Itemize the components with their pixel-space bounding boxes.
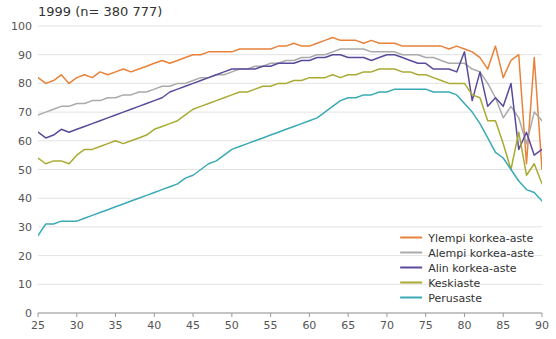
tick-mark [425,313,426,317]
legend-swatch [400,267,422,269]
tick-mark [503,313,504,317]
chart: 0102030405060708090100253035404550556065… [0,0,556,339]
series-line [38,52,542,155]
legend-label: Perusaste [428,292,482,305]
tick-label: 70 [380,319,394,332]
x-axis: 25 30 35 40 45 50 55 60 65 70 75 80 85 90 [31,313,549,332]
tick-mark [193,313,194,317]
tick-mark [154,313,155,317]
tick-label: 90 [18,49,32,62]
legend-label: Keskiaste [428,277,480,290]
tick-mark [386,313,387,317]
tick-mark [348,313,349,317]
grid-line [38,26,542,27]
series-line [38,69,542,184]
grid-line [38,226,542,227]
tick-label: 20 [18,250,32,263]
tick-label: 40 [18,192,32,205]
title: 1999 (n= 380 777) [38,4,162,19]
legend-swatch [400,237,422,239]
tick-label: 75 [419,319,433,332]
series-line [38,37,542,169]
legend: Ylempi korkea-aste Alempi korkea-aste Alin… [400,232,534,305]
legend-swatch [400,252,422,254]
tick-label: 65 [341,319,355,332]
tick-mark [309,313,310,317]
plot-area [38,37,542,235]
tick-label: 55 [264,319,278,332]
grid-line [38,54,542,55]
tick-mark [231,313,232,317]
tick-label: 25 [31,319,45,332]
tick-label: 35 [109,319,123,332]
legend-label: Alin korkea-aste [428,262,517,275]
tick-mark [542,313,543,317]
y-axis: 0102030405060708090100 [11,20,542,320]
grid-line [38,198,542,199]
grid-line [38,112,542,113]
tick-label: 100 [11,20,32,33]
tick-label: 85 [496,319,510,332]
tick-label: 80 [457,319,471,332]
legend-swatch [400,297,422,299]
legend-label: Alempi korkea-aste [428,247,534,260]
legend-swatch [400,282,422,284]
axis-line [38,313,542,314]
tick-label: 60 [302,319,316,332]
grid-line [38,169,542,170]
tick-mark [76,313,77,317]
tick-label: 10 [18,278,32,291]
tick-label: 30 [70,319,84,332]
grid-line [38,313,542,314]
tick-mark [38,313,39,317]
tick-label: 50 [225,319,239,332]
tick-label: 40 [147,319,161,332]
tick-mark [115,313,116,317]
legend-label: Ylempi korkea-aste [427,232,533,245]
tick-label: 50 [18,164,32,177]
grid-line [38,83,542,84]
tick-label: 90 [535,319,549,332]
tick-label: 70 [18,106,32,119]
tick-label: 45 [186,319,200,332]
tick-label: 30 [18,221,32,234]
tick-label: 60 [18,135,32,148]
tick-label: 80 [18,77,32,90]
series-line [38,89,542,235]
tick-mark [270,313,271,317]
tick-mark [464,313,465,317]
